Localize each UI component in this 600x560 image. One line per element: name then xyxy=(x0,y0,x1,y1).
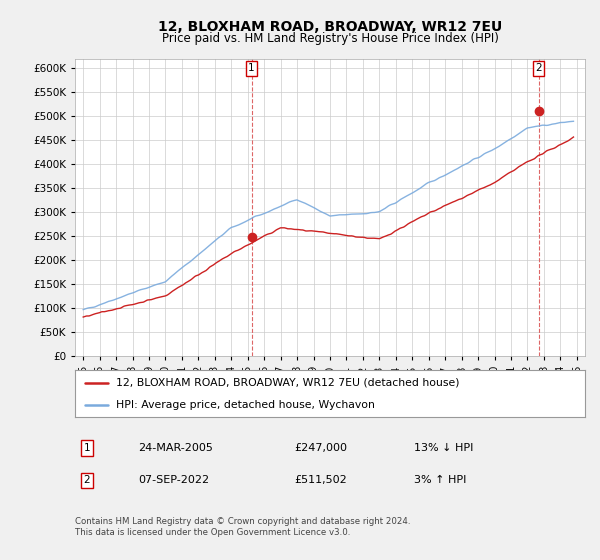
Text: 12, BLOXHAM ROAD, BROADWAY, WR12 7EU: 12, BLOXHAM ROAD, BROADWAY, WR12 7EU xyxy=(158,20,502,34)
Text: 07-SEP-2022: 07-SEP-2022 xyxy=(138,475,209,486)
Text: 1: 1 xyxy=(248,63,255,73)
Text: £247,000: £247,000 xyxy=(294,443,347,453)
Text: 13% ↓ HPI: 13% ↓ HPI xyxy=(414,443,473,453)
Text: £511,502: £511,502 xyxy=(294,475,347,486)
Text: Contains HM Land Registry data © Crown copyright and database right 2024.
This d: Contains HM Land Registry data © Crown c… xyxy=(75,517,410,537)
Text: 24-MAR-2005: 24-MAR-2005 xyxy=(138,443,213,453)
Text: 1: 1 xyxy=(83,443,91,453)
Text: 12, BLOXHAM ROAD, BROADWAY, WR12 7EU (detached house): 12, BLOXHAM ROAD, BROADWAY, WR12 7EU (de… xyxy=(116,378,460,388)
Text: Price paid vs. HM Land Registry's House Price Index (HPI): Price paid vs. HM Land Registry's House … xyxy=(161,32,499,45)
Text: 2: 2 xyxy=(535,63,542,73)
Text: 2: 2 xyxy=(83,475,91,486)
Text: 3% ↑ HPI: 3% ↑ HPI xyxy=(414,475,466,486)
Text: HPI: Average price, detached house, Wychavon: HPI: Average price, detached house, Wych… xyxy=(116,400,374,410)
